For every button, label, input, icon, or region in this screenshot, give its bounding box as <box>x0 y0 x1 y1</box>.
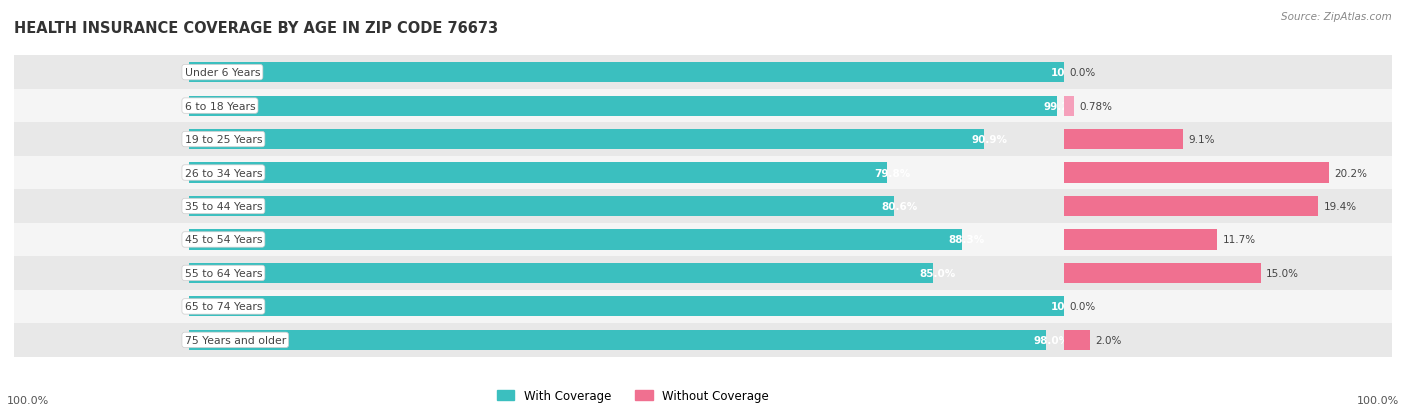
Text: 100.0%: 100.0% <box>1050 301 1094 312</box>
Text: 0.0%: 0.0% <box>1069 301 1095 312</box>
Text: 6 to 18 Years: 6 to 18 Years <box>184 101 256 112</box>
Bar <box>14 190 1064 223</box>
Bar <box>1064 163 1329 183</box>
Text: 0.0%: 0.0% <box>1069 68 1095 78</box>
Bar <box>1064 190 1392 223</box>
Bar <box>14 157 1064 190</box>
Text: Source: ZipAtlas.com: Source: ZipAtlas.com <box>1281 12 1392 22</box>
Text: 15.0%: 15.0% <box>1265 268 1299 278</box>
Text: 35 to 44 Years: 35 to 44 Years <box>184 202 262 211</box>
Bar <box>1064 123 1392 157</box>
Bar <box>1064 130 1184 150</box>
Bar <box>188 130 984 150</box>
Text: 9.1%: 9.1% <box>1188 135 1215 145</box>
Bar <box>14 223 1064 256</box>
Text: 65 to 74 Years: 65 to 74 Years <box>184 301 262 312</box>
Bar <box>14 56 1064 90</box>
Bar <box>1064 263 1261 283</box>
Bar <box>14 290 1064 323</box>
Text: 85.0%: 85.0% <box>920 268 956 278</box>
Bar <box>188 163 887 183</box>
Bar <box>1064 223 1392 256</box>
Text: 45 to 54 Years: 45 to 54 Years <box>184 235 262 245</box>
Bar <box>1064 290 1392 323</box>
Bar <box>14 123 1064 157</box>
Text: 100.0%: 100.0% <box>1357 395 1399 405</box>
Bar <box>1064 230 1218 250</box>
Bar <box>1064 90 1392 123</box>
Bar <box>14 323 1064 357</box>
Text: 100.0%: 100.0% <box>7 395 49 405</box>
Text: 80.6%: 80.6% <box>882 202 917 211</box>
Text: 99.2%: 99.2% <box>1043 101 1080 112</box>
Text: 11.7%: 11.7% <box>1223 235 1256 245</box>
Bar <box>1064 323 1392 357</box>
Text: 55 to 64 Years: 55 to 64 Years <box>184 268 262 278</box>
Bar <box>1064 330 1090 350</box>
Text: 26 to 34 Years: 26 to 34 Years <box>184 168 262 178</box>
Bar <box>188 197 894 216</box>
Text: 75 Years and older: 75 Years and older <box>184 335 285 345</box>
Bar <box>188 96 1057 116</box>
Bar <box>1064 157 1392 190</box>
Bar <box>1064 197 1319 216</box>
Text: Under 6 Years: Under 6 Years <box>184 68 260 78</box>
Bar <box>188 263 932 283</box>
Text: 19.4%: 19.4% <box>1323 202 1357 211</box>
Bar <box>14 256 1064 290</box>
Text: 90.9%: 90.9% <box>972 135 1007 145</box>
Bar <box>14 90 1064 123</box>
Text: 20.2%: 20.2% <box>1334 168 1367 178</box>
Text: 88.3%: 88.3% <box>949 235 984 245</box>
Text: 79.8%: 79.8% <box>875 168 910 178</box>
Bar <box>1064 96 1074 116</box>
Bar <box>188 297 1064 317</box>
Bar <box>188 330 1046 350</box>
Bar <box>1064 56 1392 90</box>
Text: 0.78%: 0.78% <box>1080 101 1112 112</box>
Bar <box>188 230 962 250</box>
Legend: With Coverage, Without Coverage: With Coverage, Without Coverage <box>492 385 773 407</box>
Text: 19 to 25 Years: 19 to 25 Years <box>184 135 262 145</box>
Bar <box>1064 256 1392 290</box>
Text: HEALTH INSURANCE COVERAGE BY AGE IN ZIP CODE 76673: HEALTH INSURANCE COVERAGE BY AGE IN ZIP … <box>14 21 498 36</box>
Text: 98.0%: 98.0% <box>1033 335 1070 345</box>
Text: 100.0%: 100.0% <box>1050 68 1094 78</box>
Bar <box>188 63 1064 83</box>
Text: 2.0%: 2.0% <box>1095 335 1122 345</box>
